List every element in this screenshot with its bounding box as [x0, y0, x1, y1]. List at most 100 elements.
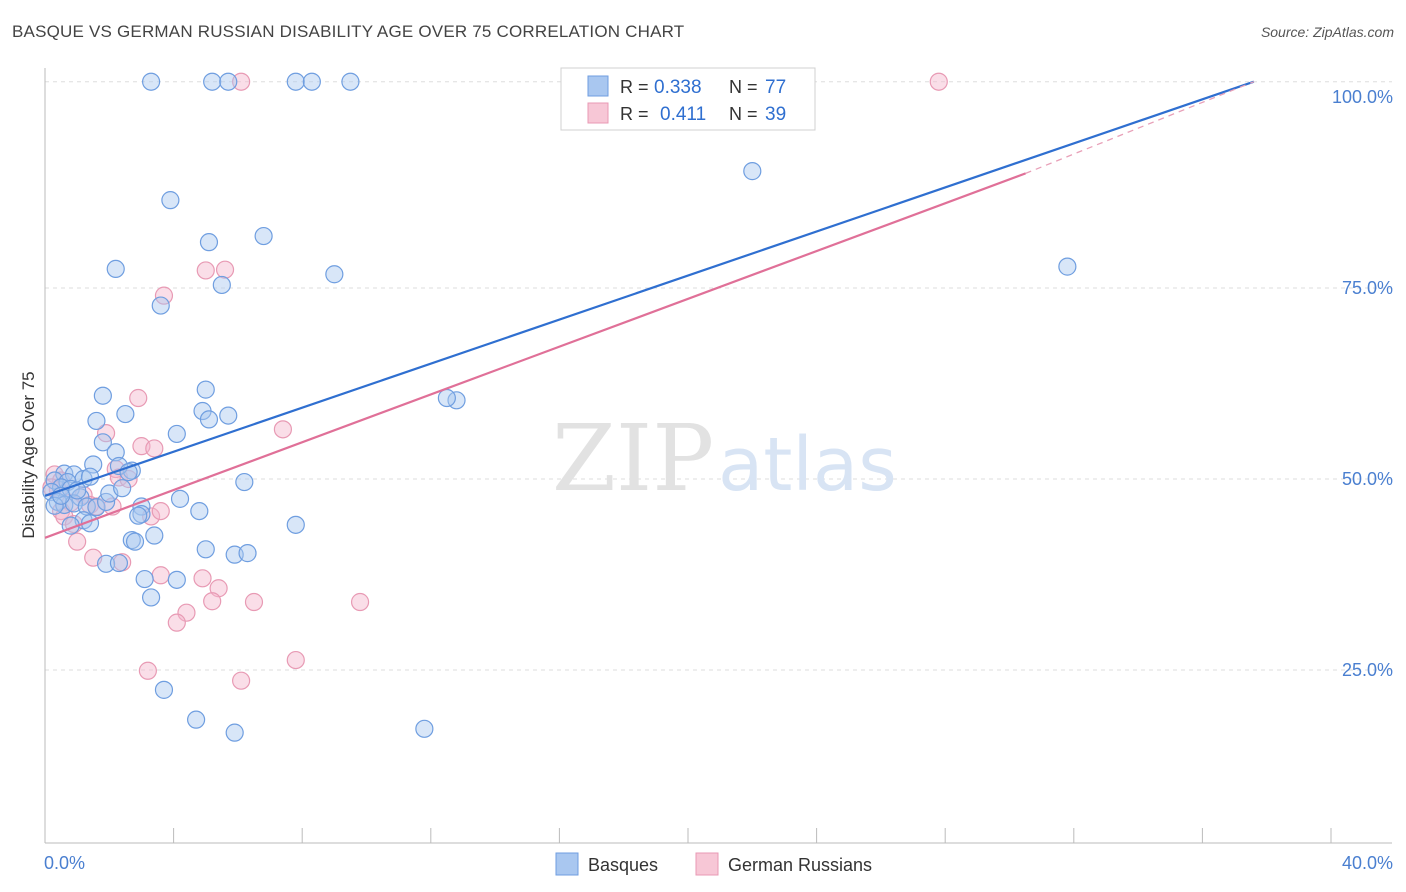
basques-point	[219, 406, 238, 425]
x-tick-label: 0.0%	[44, 853, 85, 873]
watermark-zip: ZIP	[552, 405, 714, 512]
basques-point	[129, 506, 148, 525]
watermark: ZIP atlas	[552, 405, 897, 512]
basques-point	[196, 540, 215, 559]
legend-n-value-2: 39	[765, 104, 786, 125]
basques-point	[199, 410, 219, 429]
basques-point	[125, 532, 145, 551]
series-label-basques: Basques	[588, 855, 658, 875]
y-tick-label: 75.0%	[1342, 278, 1393, 298]
german-russians-point	[138, 661, 157, 680]
basques-point	[341, 72, 360, 91]
german-russians-point	[193, 569, 212, 588]
chart-title: BASQUE VS GERMAN RUSSIAN DISABILITY AGE …	[12, 22, 685, 41]
legend-r-label-2: R =	[620, 104, 649, 124]
basques-point	[170, 489, 190, 508]
basques-point	[96, 554, 116, 573]
german-russians-point	[68, 532, 87, 551]
legend-r-value-2: 0.411	[660, 104, 706, 125]
basques-point	[93, 433, 112, 452]
german-russians-point	[286, 650, 305, 670]
basques-point	[113, 479, 132, 498]
basques-point	[199, 233, 219, 252]
german-russians-point	[196, 261, 215, 280]
legend-r-label-1: R =	[620, 77, 649, 97]
basques-point	[235, 472, 254, 492]
x-tick-label: 40.0%	[1342, 853, 1393, 873]
german-russians-point	[167, 613, 186, 632]
grid-lines	[45, 81, 1392, 671]
basques-point	[93, 386, 112, 405]
german-russians-point	[154, 286, 174, 305]
basques-point	[1058, 257, 1077, 276]
y-tick-label: 25.0%	[1342, 660, 1393, 680]
basques-points	[42, 72, 1077, 742]
basques-point	[141, 588, 161, 607]
german-russians-point	[244, 592, 264, 612]
german-russians-points	[42, 72, 948, 690]
german-russians-trend-line	[44, 172, 1026, 539]
basques-point	[196, 380, 215, 399]
y-tick-label: 50.0%	[1342, 469, 1393, 489]
basques-point	[109, 553, 129, 573]
german-russians-point	[203, 592, 222, 611]
basques-point	[743, 162, 762, 181]
german-russians-point	[151, 566, 170, 585]
basques-point	[212, 275, 231, 295]
basques-trend-line	[44, 80, 1255, 497]
series-legend: Basques German Russians	[555, 852, 872, 876]
basques-point	[203, 72, 222, 91]
axes	[44, 68, 1392, 844]
basques-point	[116, 404, 135, 424]
basques-point	[225, 723, 244, 742]
german-russians-point	[129, 388, 148, 408]
basques-point	[325, 265, 344, 284]
basques-point	[106, 443, 125, 462]
basques-point	[415, 719, 434, 738]
legend-n-label-1: N =	[729, 77, 758, 97]
legend-n-value-1: 77	[765, 77, 786, 98]
basques-point	[161, 191, 180, 210]
basques-point	[187, 710, 206, 729]
basques-point	[238, 544, 257, 563]
german-russians-point	[232, 671, 251, 690]
basques-point	[219, 72, 238, 91]
basques-point	[141, 72, 161, 91]
legend-swatch-german-russians	[587, 102, 609, 124]
basques-point	[42, 482, 61, 502]
watermark-atlas: atlas	[718, 422, 897, 508]
basques-point	[167, 570, 186, 589]
german-russians-point	[350, 592, 370, 612]
basques-point	[135, 569, 154, 589]
legend-n-label-2: N =	[729, 104, 758, 124]
series-swatch-basques	[555, 852, 579, 876]
basques-point	[437, 388, 456, 408]
tick-labels: 25.0% 50.0% 75.0% 100.0% 0.0% 40.0%	[44, 87, 1393, 873]
basques-point	[87, 411, 106, 431]
basques-point	[302, 72, 321, 91]
german-russians-point	[273, 420, 293, 439]
german-russians-point	[151, 501, 170, 521]
german-russians-point	[145, 439, 164, 458]
basques-point	[109, 456, 129, 476]
series-swatch-german-russians	[695, 852, 719, 876]
source-label: Source: ZipAtlas.com	[1260, 24, 1394, 40]
basques-point	[87, 498, 106, 517]
legend-swatch-basques	[587, 75, 609, 97]
german-russians-point	[929, 72, 948, 91]
basques-point	[154, 680, 174, 699]
y-axis-label: Disability Age Over 75	[19, 371, 38, 538]
series-label-german-russians: German Russians	[728, 855, 872, 875]
german-russians-trend-extension	[1025, 81, 1255, 175]
basques-point	[286, 72, 305, 91]
german-russians-point	[215, 260, 235, 279]
basques-point	[45, 496, 64, 515]
german-russians-point	[177, 603, 196, 622]
basques-point	[190, 501, 209, 521]
basques-point	[106, 259, 125, 278]
trend-lines	[44, 80, 1255, 539]
basques-point	[145, 526, 164, 545]
german-russians-point	[232, 72, 251, 91]
correlation-legend: R = 0.338 N = 77 R = 0.411 N = 39	[560, 67, 816, 131]
